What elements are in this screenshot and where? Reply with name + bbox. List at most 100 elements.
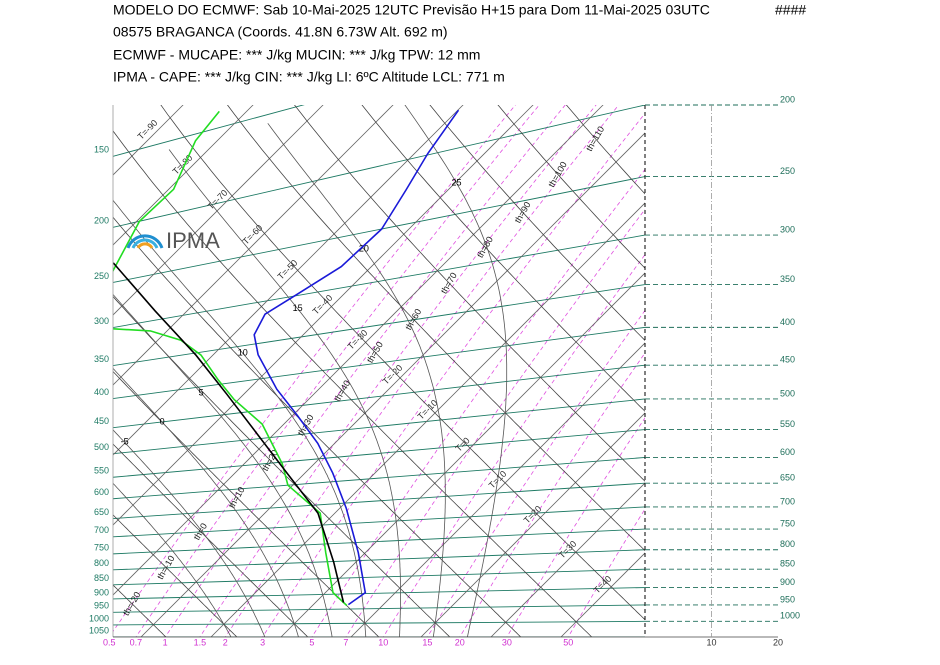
isobar — [113, 364, 645, 429]
isobar — [113, 398, 645, 455]
profile-line — [113, 262, 345, 603]
isobar — [113, 429, 645, 478]
dry-adiabat — [227, 105, 645, 552]
y-tick-label: 700 — [94, 525, 109, 535]
isobar — [113, 234, 645, 328]
moist-adiabat-label: 15 — [293, 303, 303, 313]
logo-arc — [126, 234, 164, 249]
wind-tick-label: 20 — [773, 637, 783, 647]
isotherm — [140, 132, 645, 637]
mixing-ratio-line — [426, 309, 645, 637]
mixing-ratio-label: 20 — [455, 637, 465, 647]
y-tick-label-right: 800 — [780, 539, 795, 549]
profile-line — [253, 109, 460, 606]
moist-adiabat-label: 20 — [359, 243, 369, 253]
isotherm — [113, 105, 604, 596]
moist-adiabat-label: 10 — [238, 348, 248, 358]
profile-line — [113, 110, 348, 607]
y-tick-label: 500 — [94, 442, 109, 452]
isotherm — [113, 105, 394, 386]
y-tick-label: 650 — [94, 507, 109, 517]
logo-arc — [136, 242, 154, 249]
y-tick-label: 600 — [94, 487, 109, 497]
mixing-ratio-label: 0.5 — [103, 637, 116, 647]
mixing-ratio-label: 3 — [260, 637, 265, 647]
y-tick-label-right: 400 — [780, 317, 795, 327]
moist-adiabat — [113, 429, 266, 637]
isobar — [113, 176, 645, 283]
mixing-ratio-line — [164, 105, 566, 637]
title-tag: #### — [775, 2, 806, 18]
moist-adiabat — [113, 199, 367, 637]
y-tick-label-right: 550 — [780, 419, 795, 429]
y-tick-label-right: 300 — [780, 224, 795, 234]
subtitle: ECMWF - MUCAPE: *** J/kg MUCIN: *** J/kg… — [113, 47, 480, 63]
moist-adiabat — [113, 367, 299, 637]
subtitle: IPMA - CAPE: *** J/kg CIN: *** J/kg LI: … — [113, 69, 505, 85]
y-tick-label: 900 — [94, 587, 109, 597]
y-tick-label-right: 250 — [780, 166, 795, 176]
logo: IPMA — [126, 228, 220, 253]
y-tick-label-right: 600 — [780, 447, 795, 457]
y-tick-label: 300 — [94, 316, 109, 326]
mixing-ratio-line — [506, 417, 645, 637]
mixing-ratio-label: 5 — [309, 637, 314, 647]
y-tick-label: 400 — [94, 387, 109, 397]
dry-adiabat — [429, 105, 645, 342]
moist-adiabat — [404, 105, 508, 637]
y-tick-label-right: 900 — [780, 577, 795, 587]
dry-adiabat — [113, 443, 309, 637]
y-tick-label-right: 1000 — [780, 611, 800, 621]
isotherm — [113, 105, 534, 526]
isobar — [113, 620, 645, 626]
moist-adiabat — [168, 149, 401, 637]
isobar — [113, 587, 645, 600]
y-tick-label: 850 — [94, 573, 109, 583]
mixing-ratio-line — [311, 168, 645, 637]
y-tick-label-right: 650 — [780, 473, 795, 483]
dry-adiabat — [294, 105, 645, 482]
dry-adiabat — [160, 105, 645, 621]
y-tick-label-right: 450 — [780, 355, 795, 365]
y-tick-label: 800 — [94, 558, 109, 568]
moist-adiabat-label: -5 — [121, 437, 129, 447]
isobar — [113, 549, 645, 571]
isotherm — [210, 202, 645, 637]
y-tick-label-right: 500 — [780, 388, 795, 398]
logo-arc — [131, 238, 159, 249]
mixing-ratio-line — [262, 112, 645, 637]
chart-title: MODELO DO ECMWF: Sab 10-Mai-2025 12UTC P… — [113, 2, 710, 18]
y-tick-label: 750 — [94, 542, 109, 552]
dry-adiabat — [361, 105, 645, 412]
y-tick-label-right: 850 — [780, 559, 795, 569]
y-tick-label: 1050 — [89, 625, 109, 635]
moist-adiabat-label: 0 — [160, 416, 165, 426]
y-tick-label: 1000 — [89, 613, 109, 623]
moist-adiabat — [267, 123, 446, 637]
mixing-ratio-label: 30 — [502, 637, 512, 647]
mixing-ratio-label: 10 — [378, 637, 388, 647]
wind-tick-label: 10 — [706, 637, 716, 647]
mixing-ratio-line — [459, 352, 645, 637]
mixing-ratio-label: 1 — [163, 637, 168, 647]
mixing-ratio-line — [382, 254, 645, 637]
y-tick-label: 200 — [94, 216, 109, 226]
dry-adiabat — [113, 216, 522, 637]
mixing-ratio-label: 50 — [563, 637, 573, 647]
y-tick-label-right: 950 — [780, 594, 795, 604]
moist-adiabat-label: 25 — [451, 177, 461, 187]
mixing-ratio-label: 2 — [223, 637, 228, 647]
isotherm — [113, 105, 464, 456]
y-tick-label: 550 — [94, 466, 109, 476]
y-tick-label: 450 — [94, 416, 109, 426]
isobar — [113, 326, 645, 400]
isobar — [113, 457, 645, 500]
mixing-ratio-line — [113, 105, 516, 633]
isobar — [113, 105, 645, 228]
isotherm — [280, 272, 645, 637]
mixing-ratio-label: 15 — [422, 637, 432, 647]
isotherm — [350, 342, 645, 637]
